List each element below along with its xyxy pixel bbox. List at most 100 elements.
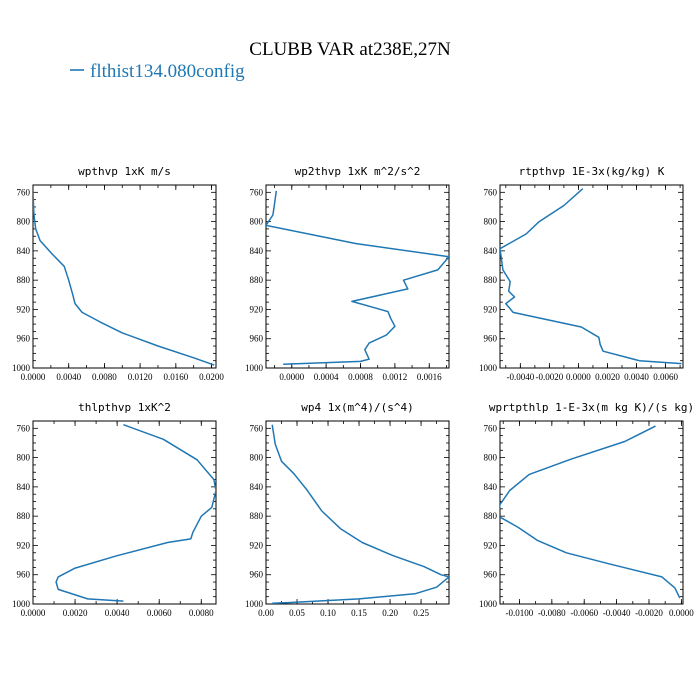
x-tick-label: 0.00	[258, 608, 274, 618]
y-tick-label: 960	[250, 570, 264, 580]
y-tick-label: 960	[484, 334, 498, 344]
series-line	[55, 423, 216, 602]
y-tick-label: 960	[17, 570, 31, 580]
x-tick-label: 0.0080	[92, 372, 117, 382]
x-tick-label: -0.0080	[538, 608, 566, 618]
series-line	[500, 188, 682, 365]
x-tick-label: 0.15	[351, 608, 367, 618]
panel-title: thlpthvp 1xK^2	[78, 401, 171, 414]
panel-title: wprtpthlp 1-E-3x(m kg K)/(s kg)	[489, 401, 694, 414]
panel-4: thlpthvp 1xK^276080084088092096010000.00…	[12, 401, 217, 618]
x-tick-label: 0.0060	[653, 372, 678, 382]
y-tick-label: 880	[17, 511, 31, 521]
x-tick-label: 0.0120	[128, 372, 153, 382]
y-tick-label: 920	[484, 304, 498, 314]
x-tick-label: 0.0008	[348, 372, 373, 382]
y-tick-label: 840	[250, 482, 264, 492]
y-tick-label: 800	[484, 217, 498, 227]
y-tick-label: 760	[17, 187, 31, 197]
x-tick-label: 0.0016	[417, 372, 442, 382]
x-tick-label: -0.0040	[506, 372, 534, 382]
x-tick-label: 0.0040	[56, 372, 81, 382]
panel-5: wp4 1x(m^4)/(s^4)76080084088092096010000…	[245, 401, 450, 618]
x-tick-label: 0.0004	[314, 372, 339, 382]
y-tick-label: 800	[17, 453, 31, 463]
panel-3: rtpthvp 1E-3x(kg/kg) K 760 800 840 880 920 960…	[479, 165, 684, 382]
y-tick-label: 920	[250, 540, 264, 550]
y-tick-label: 880	[484, 511, 498, 521]
x-tick-label: 0.0000	[21, 608, 46, 618]
x-tick-label: -0.0100	[506, 608, 534, 618]
panel-grid: wpthvp 1xK m/s76080084088092096010000.00…	[12, 165, 694, 618]
y-tick-label: 800	[250, 453, 264, 463]
x-tick-label: 0.20	[382, 608, 398, 618]
panel-title: rtpthvp 1E-3x(kg/kg) K	[519, 165, 665, 178]
x-tick-label: 0.25	[413, 608, 429, 618]
panel-title: wp4 1x(m^4)/(s^4)	[301, 401, 414, 414]
y-tick-label: 840	[484, 482, 498, 492]
y-tick-label: 920	[250, 304, 264, 314]
y-tick-label: 1000	[245, 363, 264, 373]
x-tick-label: 0.0000	[566, 372, 591, 382]
y-tick-label: 960	[250, 334, 264, 344]
y-tick-label: 880	[250, 511, 264, 521]
x-tick-label: 0.0160	[163, 372, 188, 382]
y-tick-label: 800	[484, 453, 498, 463]
legend-label: flthist134.080config	[90, 61, 245, 82]
x-tick-label: -0.0040	[603, 608, 631, 618]
panel-1: wpthvp 1xK m/s76080084088092096010000.00…	[12, 165, 224, 382]
x-tick-label: 0.0200	[199, 372, 224, 382]
x-tick-label: 0.0020	[63, 608, 88, 618]
y-tick-label: 800	[17, 217, 31, 227]
x-tick-label: 0.0060	[147, 608, 172, 618]
x-tick-label: 0.0012	[382, 372, 407, 382]
plot-frame	[265, 420, 450, 605]
y-tick-label: 800	[250, 217, 264, 227]
panel-2: wp2thvp 1xK m^2/s^2 760 800 840 880 920 960 100…	[245, 165, 450, 382]
x-tick-label: 0.0000	[21, 372, 46, 382]
figure-title: CLUBB VAR at238E,27N	[249, 39, 451, 60]
series-line	[33, 192, 215, 366]
y-tick-label: 840	[484, 246, 498, 256]
x-tick-label: 0.0000	[279, 372, 304, 382]
y-tick-label: 760	[484, 187, 498, 197]
x-tick-label: 0.0040	[624, 372, 649, 382]
y-tick-label: 880	[17, 275, 31, 285]
plot-frame	[265, 184, 450, 369]
y-tick-label: 880	[250, 275, 264, 285]
panel-6: wprtpthlp 1-E-3x(m kg K)/(s kg) 760 800 840…	[479, 401, 694, 618]
plot-frame	[499, 420, 684, 605]
y-tick-label: 960	[17, 334, 31, 344]
x-tick-label: 0.0040	[105, 608, 130, 618]
plot-frame	[32, 184, 217, 369]
y-tick-label: 840	[250, 246, 264, 256]
y-tick-label: 960	[484, 570, 498, 580]
legend: flthist134.080config	[70, 61, 245, 82]
x-tick-label: -0.0020	[536, 372, 564, 382]
x-tick-label: 0.05	[289, 608, 305, 618]
y-tick-label: 920	[484, 540, 498, 550]
plot-frame	[499, 184, 684, 369]
series-line	[266, 190, 449, 366]
y-tick-label: 840	[17, 246, 31, 256]
y-tick-label: 1000	[12, 599, 31, 609]
y-tick-label: 1000	[12, 363, 31, 373]
panel-title: wp2thvp 1xK m^2/s^2	[295, 165, 421, 178]
y-tick-label: 920	[17, 304, 31, 314]
y-tick-label: 760	[484, 423, 498, 433]
y-tick-label: 760	[250, 423, 264, 433]
x-tick-label: -0.0060	[570, 608, 598, 618]
x-tick-label: 0.10	[320, 608, 336, 618]
series-line	[271, 424, 449, 604]
y-tick-label: 760	[17, 423, 31, 433]
x-tick-label: 0.0020	[595, 372, 620, 382]
y-tick-label: 1000	[479, 363, 498, 373]
y-tick-label: 920	[17, 540, 31, 550]
y-tick-label: 1000	[479, 599, 498, 609]
x-tick-label: -0.0020	[635, 608, 663, 618]
plot-frame	[32, 420, 217, 605]
x-tick-label: 0.0080	[189, 608, 214, 618]
series-line	[500, 425, 681, 599]
y-tick-label: 840	[17, 482, 31, 492]
